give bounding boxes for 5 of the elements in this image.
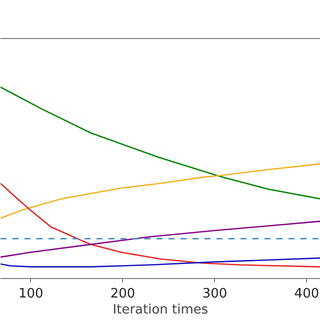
x-tick-label: 400 (294, 286, 320, 302)
x-tick-label: 200 (110, 286, 136, 302)
x-tick-label: 300 (202, 286, 228, 302)
x-axis-title: Iteration times (112, 302, 208, 318)
x-tick-label: 100 (18, 286, 44, 302)
